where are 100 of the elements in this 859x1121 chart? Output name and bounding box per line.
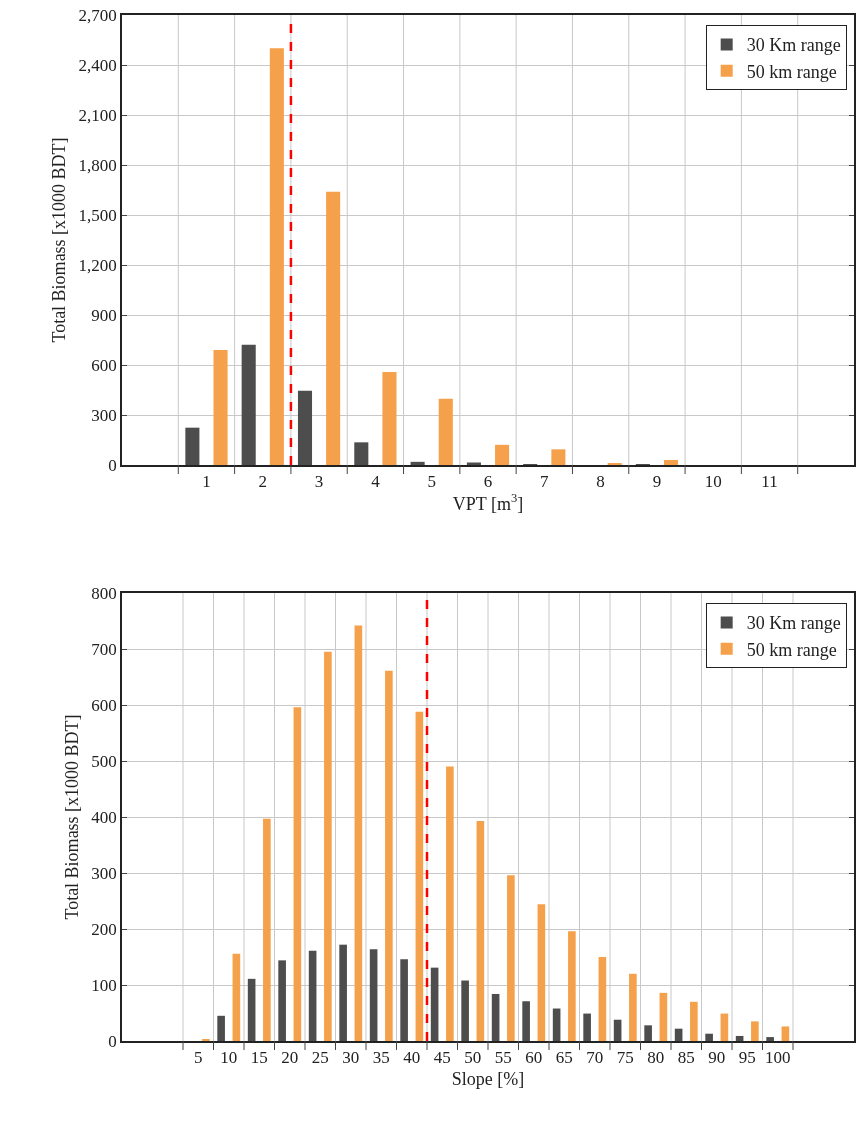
x-tick-label: 4 bbox=[371, 472, 381, 492]
bar bbox=[415, 711, 424, 1041]
bar bbox=[598, 957, 607, 1041]
y-tick-label: 600 bbox=[91, 355, 117, 375]
y-tick-label: 1,500 bbox=[78, 205, 117, 225]
x-tick-label: 45 bbox=[433, 1048, 451, 1068]
bar bbox=[308, 950, 317, 1041]
y-tick-label: 900 bbox=[91, 305, 117, 325]
x-tick-label: 2 bbox=[258, 472, 268, 492]
bar bbox=[400, 959, 408, 1041]
x-tick-label: 10 bbox=[220, 1048, 238, 1068]
x-tick-label: 11 bbox=[761, 472, 778, 492]
x-tick-label: 7 bbox=[540, 472, 550, 492]
bar bbox=[185, 427, 200, 465]
y-tick-label: 0 bbox=[108, 1031, 117, 1051]
x-tick-label: 6 bbox=[483, 472, 493, 492]
y-tick-label: 2,700 bbox=[78, 5, 117, 25]
bar bbox=[537, 904, 546, 1041]
bar bbox=[659, 992, 668, 1041]
x-tick-label: 1 bbox=[202, 472, 211, 492]
y-axis-title: Total Biomass [x1000 BDT] bbox=[49, 137, 70, 343]
bar bbox=[278, 960, 286, 1041]
y-tick-label: 300 bbox=[91, 405, 117, 425]
bar bbox=[663, 460, 679, 465]
bar bbox=[495, 444, 510, 465]
bar bbox=[705, 1033, 713, 1041]
x-tick-label: 40 bbox=[403, 1048, 421, 1068]
bar bbox=[382, 372, 397, 465]
legend-label: 30 Km range bbox=[746, 613, 841, 634]
x-tick-label: 5 bbox=[427, 472, 436, 492]
x-tick-label: 3 bbox=[314, 472, 324, 492]
bar bbox=[491, 993, 500, 1041]
x-tick-label: 80 bbox=[647, 1048, 665, 1068]
y-tick-label: 1,200 bbox=[78, 255, 117, 275]
bar bbox=[326, 191, 341, 465]
x-tick-label: 20 bbox=[281, 1048, 299, 1068]
bar bbox=[735, 1035, 744, 1041]
bar bbox=[461, 980, 469, 1041]
x-tick-label: 50 bbox=[464, 1048, 482, 1068]
bar bbox=[354, 442, 369, 465]
y-tick-label: 600 bbox=[91, 695, 117, 715]
bar bbox=[438, 398, 453, 465]
x-tick-label: 9 bbox=[652, 472, 662, 492]
x-tick-label: 5 bbox=[194, 1048, 203, 1068]
bar bbox=[430, 967, 439, 1041]
bar bbox=[552, 1008, 561, 1041]
y-tick-label: 2,100 bbox=[78, 105, 117, 125]
y-tick-label: 100 bbox=[91, 975, 117, 995]
x-tick-label: 55 bbox=[494, 1048, 512, 1068]
y-tick-label: 1,800 bbox=[78, 155, 117, 175]
x-axis-title: Slope [%] bbox=[451, 1068, 525, 1089]
bar bbox=[247, 978, 256, 1041]
legend-label: 50 km range bbox=[746, 639, 837, 660]
bar bbox=[446, 766, 454, 1041]
bar bbox=[644, 1025, 652, 1041]
x-tick-label: 25 bbox=[311, 1048, 329, 1068]
x-tick-label: 85 bbox=[677, 1048, 695, 1068]
bar bbox=[410, 461, 425, 465]
x-tick-label: 90 bbox=[708, 1048, 726, 1068]
x-axis-title: VPT [m$^{3}$] bbox=[452, 491, 524, 514]
bar bbox=[766, 1037, 774, 1041]
x-tick-label: 75 bbox=[616, 1048, 634, 1068]
bar bbox=[583, 1013, 591, 1041]
legend-label: 50 km range bbox=[746, 61, 837, 82]
bar bbox=[751, 1021, 759, 1041]
y-tick-label: 500 bbox=[91, 751, 117, 771]
bar bbox=[690, 1001, 698, 1041]
bar bbox=[568, 931, 576, 1041]
bar bbox=[613, 1019, 622, 1041]
bar bbox=[324, 651, 332, 1041]
bar bbox=[385, 670, 393, 1041]
bar bbox=[522, 1001, 530, 1041]
x-tick-label: 35 bbox=[372, 1048, 390, 1068]
bar bbox=[241, 344, 256, 465]
y-tick-label: 200 bbox=[91, 919, 117, 939]
y-tick-label: 300 bbox=[91, 863, 117, 883]
y-tick-label: 800 bbox=[91, 583, 117, 603]
y-tick-label: 2,400 bbox=[78, 55, 117, 75]
x-tick-label: 15 bbox=[250, 1048, 268, 1068]
bar bbox=[354, 625, 363, 1041]
bar bbox=[476, 820, 485, 1041]
x-tick-label: 70 bbox=[586, 1048, 604, 1068]
x-tick-label: 95 bbox=[738, 1048, 756, 1068]
x-tick-label: 30 bbox=[342, 1048, 360, 1068]
bar bbox=[629, 973, 637, 1041]
bar bbox=[369, 949, 378, 1041]
bar bbox=[507, 875, 515, 1041]
y-axis-title: Total Biomass [x1000 BDT] bbox=[62, 714, 83, 920]
bar bbox=[232, 953, 241, 1041]
y-tick-label: 0 bbox=[108, 455, 117, 475]
x-tick-label: 8 bbox=[596, 472, 605, 492]
y-tick-label: 700 bbox=[91, 639, 117, 659]
bar bbox=[263, 818, 271, 1041]
bar bbox=[293, 707, 302, 1041]
bar bbox=[297, 390, 313, 465]
y-tick-label: 400 bbox=[91, 807, 117, 827]
legend-label: 30 Km range bbox=[746, 35, 841, 56]
x-tick-label: 60 bbox=[525, 1048, 543, 1068]
x-tick-label: 10 bbox=[704, 472, 722, 492]
x-tick-label: 65 bbox=[555, 1048, 573, 1068]
